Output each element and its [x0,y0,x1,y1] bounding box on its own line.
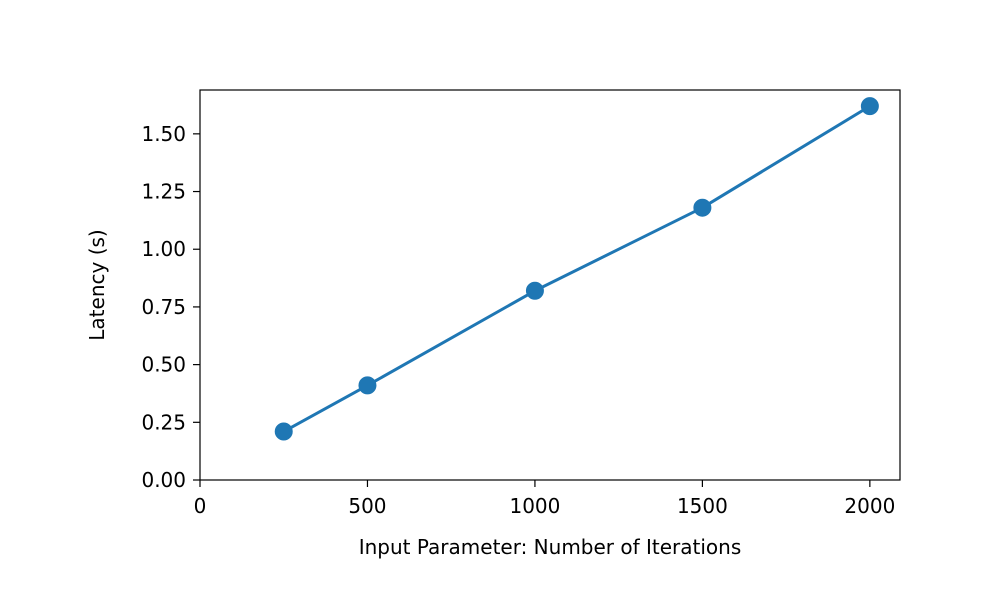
x-tick-label: 2000 [844,494,895,518]
x-axis-label: Input Parameter: Number of Iterations [359,535,742,559]
y-tick-label: 0.00 [141,468,186,492]
data-point [274,422,293,441]
data-point [358,376,377,395]
y-tick-label: 0.75 [141,295,186,319]
x-tick-label: 500 [348,494,386,518]
data-point [525,281,544,300]
axes: 0 500 1000 1500 2000 0.00 0.25 0.50 0.75 1.00 1.25… [141,89,901,518]
y-tick-label: 1.00 [141,237,186,261]
y-tick-label: 0.50 [141,353,186,377]
y-tick-label: 0.25 [141,410,186,434]
y-axis-label: Latency (s) [85,229,109,340]
x-tick-label: 0 [194,494,207,518]
axes-frame [199,89,901,481]
y-tick-label: 1.25 [141,180,186,204]
plot-area [274,97,879,441]
data-point [693,198,712,217]
x-tick-label: 1000 [509,494,560,518]
x-tick-label: 1500 [677,494,728,518]
y-tick-label: 1.50 [141,122,186,146]
data-point [860,97,879,116]
